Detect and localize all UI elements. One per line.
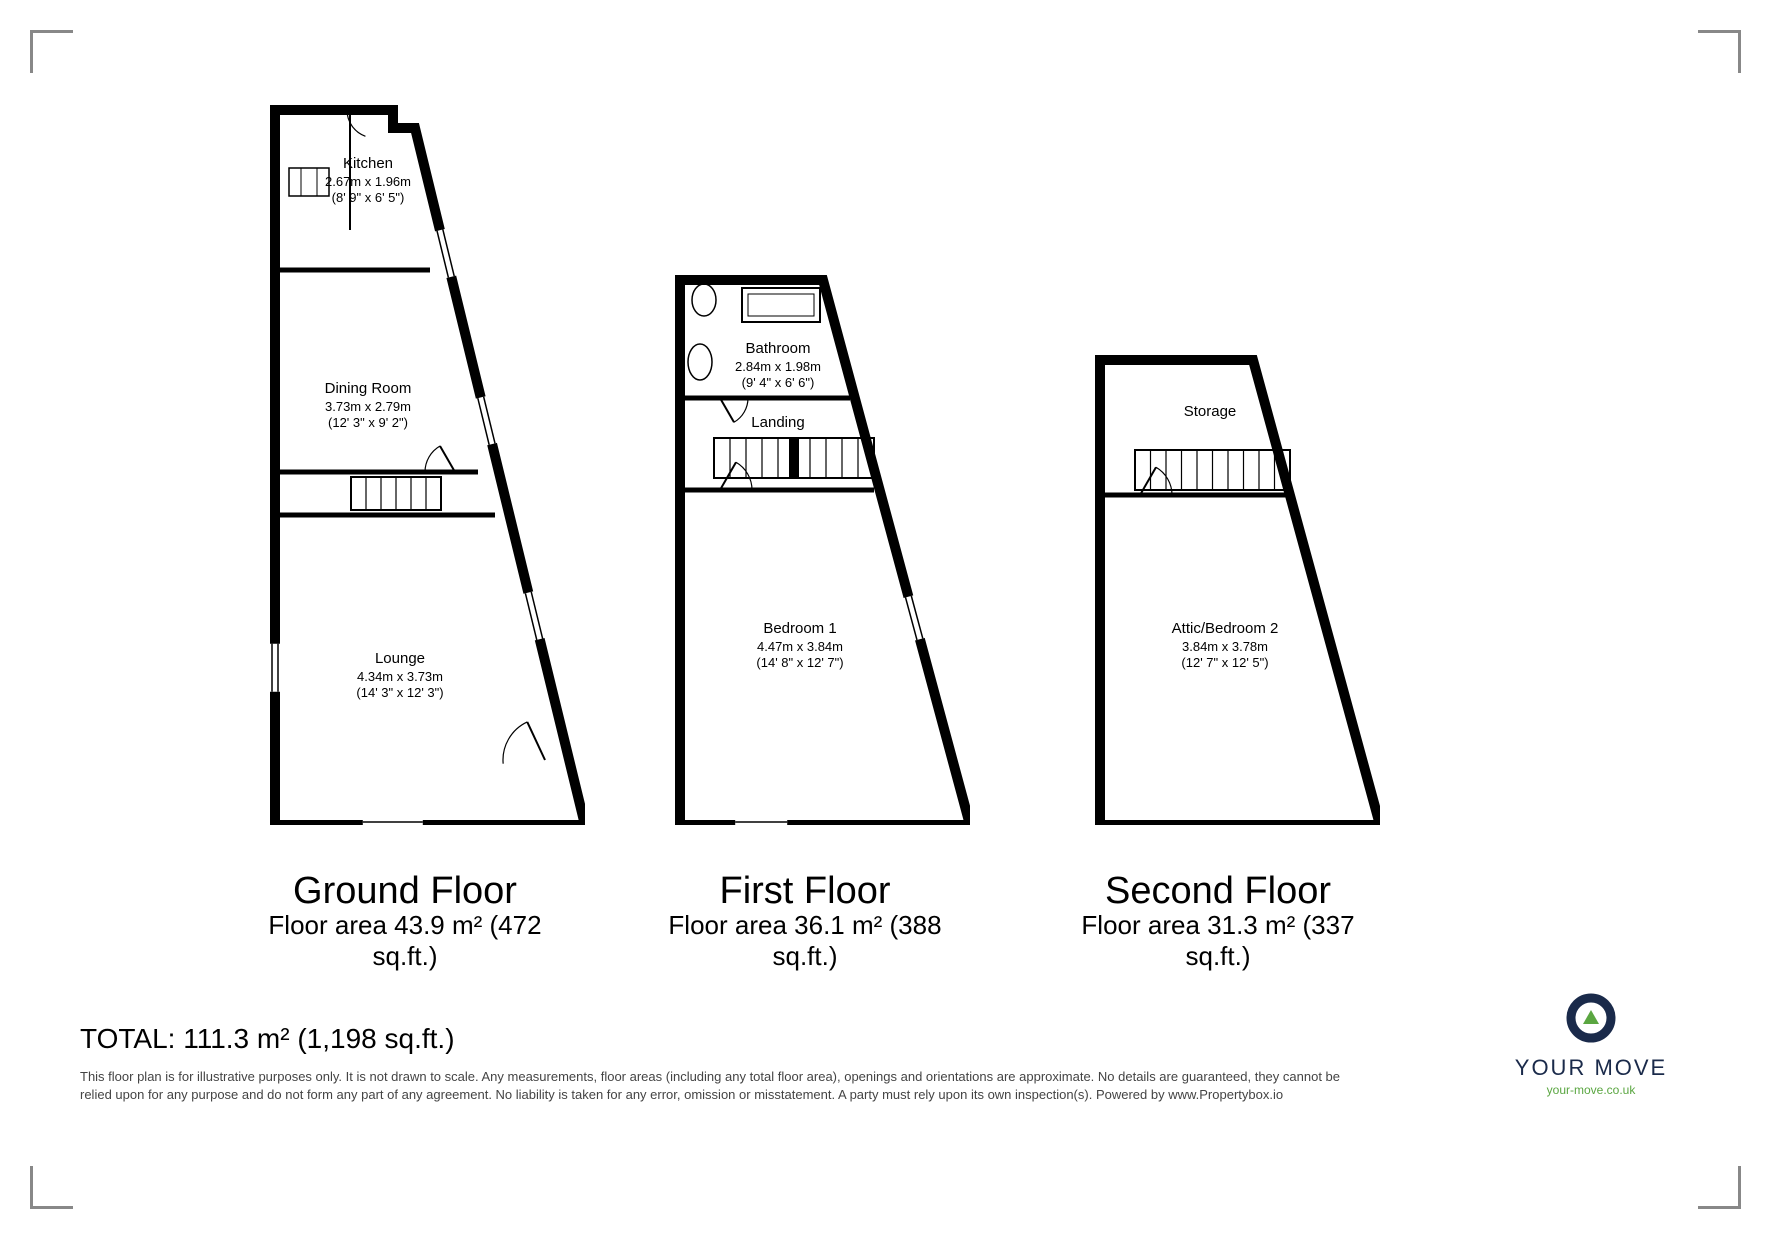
ground-floor-area: Floor area 43.9 m² (472 sq.ft.) bbox=[255, 910, 555, 972]
crop-mark-bottom-right bbox=[1698, 1166, 1741, 1209]
room-label-attic: Attic/Bedroom 23.84m x 3.78m(12' 7" x 12… bbox=[1135, 620, 1315, 671]
crop-mark-bottom-left bbox=[30, 1166, 73, 1209]
second-floor-area: Floor area 31.3 m² (337 sq.ft.) bbox=[1058, 910, 1378, 972]
first-floor-area: Floor area 36.1 m² (388 sq.ft.) bbox=[655, 910, 955, 972]
total-area: TOTAL: 111.3 m² (1,198 sq.ft.) bbox=[80, 1023, 455, 1055]
first-floor-title: First Floor bbox=[655, 870, 955, 913]
room-label-bathroom: Bathroom2.84m x 1.98m(9' 4" x 6' 6") bbox=[688, 340, 868, 391]
ground-floor-title: Ground Floor bbox=[255, 870, 555, 913]
room-label-lounge: Lounge4.34m x 3.73m(14' 3" x 12' 3") bbox=[310, 650, 490, 701]
room-label-dining: Dining Room3.73m x 2.79m(12' 3" x 9' 2") bbox=[278, 380, 458, 431]
disclaimer-text: This floor plan is for illustrative purp… bbox=[80, 1068, 1340, 1103]
room-label-kitchen: Kitchen2.67m x 1.96m(8' 9" x 6' 5") bbox=[278, 155, 458, 206]
logo-icon bbox=[1563, 990, 1619, 1046]
second-floor-title: Second Floor bbox=[1058, 870, 1378, 913]
room-label-storage: Storage bbox=[1120, 403, 1300, 422]
room-label-landing: Landing bbox=[688, 414, 868, 433]
brand-logo: YOUR MOVE your-move.co.uk bbox=[1491, 990, 1691, 1097]
ground-floor-plan bbox=[255, 100, 585, 825]
room-label-bedroom1: Bedroom 14.47m x 3.84m(14' 8" x 12' 7") bbox=[710, 620, 890, 671]
crop-mark-top-right bbox=[1698, 30, 1741, 73]
logo-brand-text: YOUR MOVE bbox=[1491, 1055, 1691, 1081]
crop-mark-top-left bbox=[30, 30, 73, 73]
logo-url-text: your-move.co.uk bbox=[1491, 1083, 1691, 1097]
